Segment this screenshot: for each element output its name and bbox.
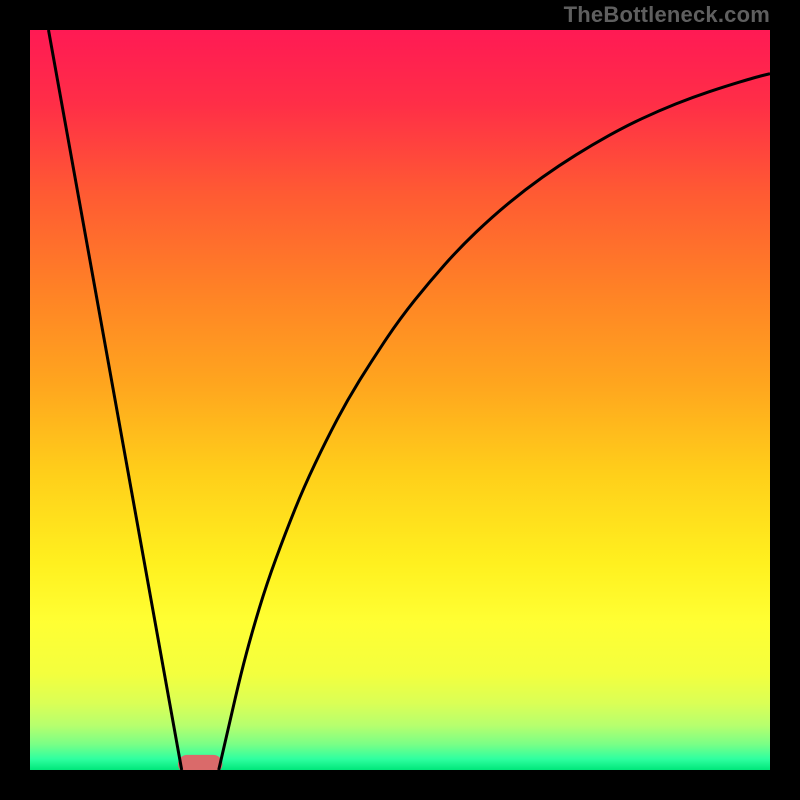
- watermark-text: TheBottleneck.com: [564, 2, 770, 28]
- plot-area: [30, 30, 770, 770]
- bottleneck-curve: [30, 30, 770, 770]
- optimal-marker: [178, 755, 222, 770]
- right-branch: [219, 74, 770, 770]
- chart-frame: TheBottleneck.com: [0, 0, 800, 800]
- left-branch: [49, 30, 182, 770]
